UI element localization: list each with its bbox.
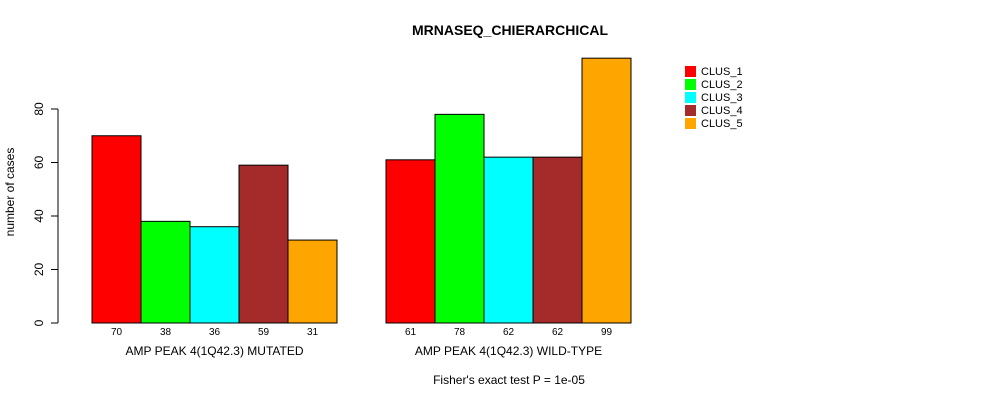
- y-tick-label: 40: [32, 209, 46, 223]
- y-tick-label: 20: [32, 263, 46, 277]
- bar-value-label: 78: [454, 327, 466, 338]
- bar-value-label: 38: [160, 327, 172, 338]
- y-tick-label: 60: [32, 156, 46, 170]
- legend-swatch-clus-5: [685, 118, 696, 129]
- group-labels: AMP PEAK 4(1Q42.3) MUTATED AMP PEAK 4(1Q4…: [125, 344, 602, 358]
- bar-clus-4-wild-type: [532, 156, 583, 324]
- bar-value-label: 62: [503, 327, 515, 338]
- bar-value-label: 70: [111, 327, 123, 338]
- legend-label: CLUS_1: [701, 66, 743, 78]
- bar-value-label: 61: [405, 327, 417, 338]
- legend-label: CLUS_3: [701, 92, 743, 104]
- bar-clus-5-mutated: [287, 239, 338, 324]
- bar-clus-1-mutated: [91, 135, 142, 324]
- y-axis-label: number of cases: [3, 148, 17, 237]
- bar-clus-2-mutated: [140, 220, 191, 324]
- y-tick-label: 80: [32, 102, 46, 116]
- bar-value-label: 59: [258, 327, 270, 338]
- y-tick-label: 0: [32, 319, 46, 326]
- legend-swatch-clus-4: [685, 105, 696, 116]
- bar-value-label: 31: [307, 327, 319, 338]
- bar-clus-2-wild-type: [434, 113, 485, 324]
- group-label: AMP PEAK 4(1Q42.3) MUTATED: [125, 344, 303, 358]
- legend-swatch-clus-2: [685, 79, 696, 90]
- legend-label: CLUS_4: [701, 105, 743, 117]
- bar-clus-4-mutated: [238, 164, 289, 324]
- legend-swatch-clus-3: [685, 92, 696, 103]
- group-label: AMP PEAK 4(1Q42.3) WILD-TYPE: [415, 344, 602, 358]
- y-axis: 0 20 40 60 80: [32, 102, 59, 326]
- legend-swatch-clus-1: [685, 66, 696, 77]
- bars: 70 38 36 59 31 61 78 62 62 99: [91, 57, 632, 338]
- bar-value-label: 62: [552, 327, 564, 338]
- legend-label: CLUS_5: [701, 118, 743, 130]
- bar-value-label: 36: [209, 327, 221, 338]
- bar-clus-1-wild-type: [385, 159, 436, 324]
- bar-clus-3-wild-type: [483, 156, 534, 324]
- bar-clus-5-wild-type: [581, 57, 632, 324]
- legend-label: CLUS_2: [701, 79, 743, 91]
- chart-title: MRNASEQ_CHIERARCHICAL: [412, 22, 608, 38]
- bar-clus-3-mutated: [189, 226, 240, 324]
- bar-value-label: 99: [601, 327, 613, 338]
- footnote: Fisher's exact test P = 1e-05: [433, 373, 585, 387]
